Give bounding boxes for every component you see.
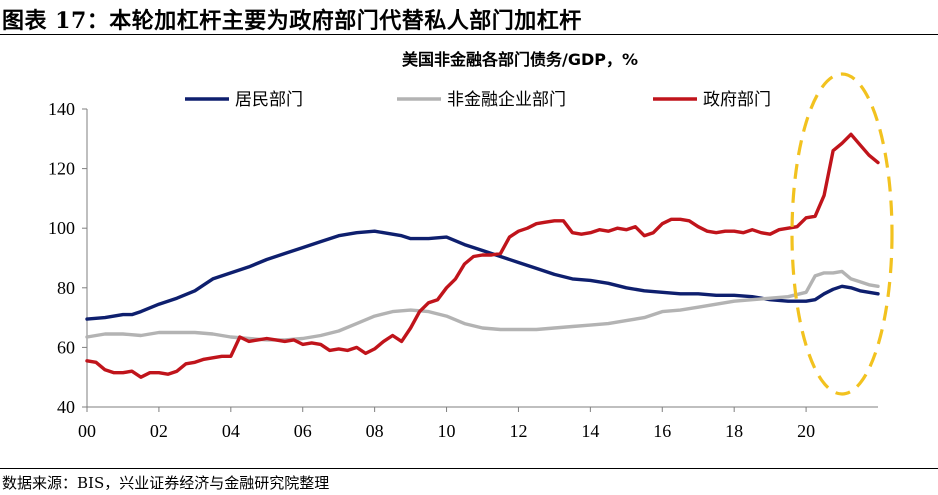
- x-tick-label: 10: [438, 421, 456, 441]
- figure-title: 图表 17：本轮加杠杆主要为政府部门代替私人部门加杠杆: [2, 8, 582, 34]
- x-tick-label: 00: [78, 421, 96, 441]
- x-tick-label: 04: [222, 421, 240, 441]
- y-tick-label: 140: [48, 99, 75, 119]
- x-tick-label: 14: [581, 421, 599, 441]
- x-tick-label: 08: [366, 421, 384, 441]
- y-axis: 40 60 80 100 120 140: [48, 99, 88, 417]
- chart-title: 美国非金融各部门债务/GDP，%: [402, 50, 638, 69]
- x-tick-label: 12: [509, 421, 527, 441]
- x-tick-label: 20: [797, 421, 815, 441]
- x-tick-label: 16: [653, 421, 671, 441]
- x-tick-label: 18: [725, 421, 743, 441]
- header-rule: [0, 34, 938, 35]
- y-tick-label: 120: [48, 159, 75, 179]
- footer-rule: [0, 468, 938, 469]
- series-line-2: [85, 269, 880, 342]
- x-tick-label: 02: [150, 421, 168, 441]
- series-lines: [85, 132, 880, 379]
- x-tick-label: 06: [294, 421, 312, 441]
- chart-legend: 居民部门 非金融企业部门 政府部门: [185, 90, 771, 110]
- y-tick-label: 80: [57, 278, 75, 298]
- legend-label: 政府部门: [703, 90, 771, 110]
- legend-label: 非金融企业部门: [447, 90, 566, 110]
- legend-label: 居民部门: [235, 90, 303, 110]
- y-tick-label: 100: [48, 218, 75, 238]
- figure-header: 图表 17：本轮加杠杆主要为政府部门代替私人部门加杠杆: [0, 0, 938, 34]
- y-tick-label: 60: [57, 337, 75, 357]
- figure-source: 数据来源：BIS，兴业证券经济与金融研究院整理: [2, 474, 330, 492]
- debt-gdp-line-chart: 美国非金融各部门债务/GDP，% 居民部门 非金融企业部门 政府部门 40 60 80 1…: [48, 50, 894, 441]
- series-line-1: [85, 229, 880, 321]
- y-tick-label: 40: [57, 397, 75, 417]
- series-line-3: [85, 132, 880, 379]
- highlight-ellipse: [790, 72, 894, 396]
- x-axis: 00 02 04 06 08 10 12 14 16 18 20: [78, 406, 878, 441]
